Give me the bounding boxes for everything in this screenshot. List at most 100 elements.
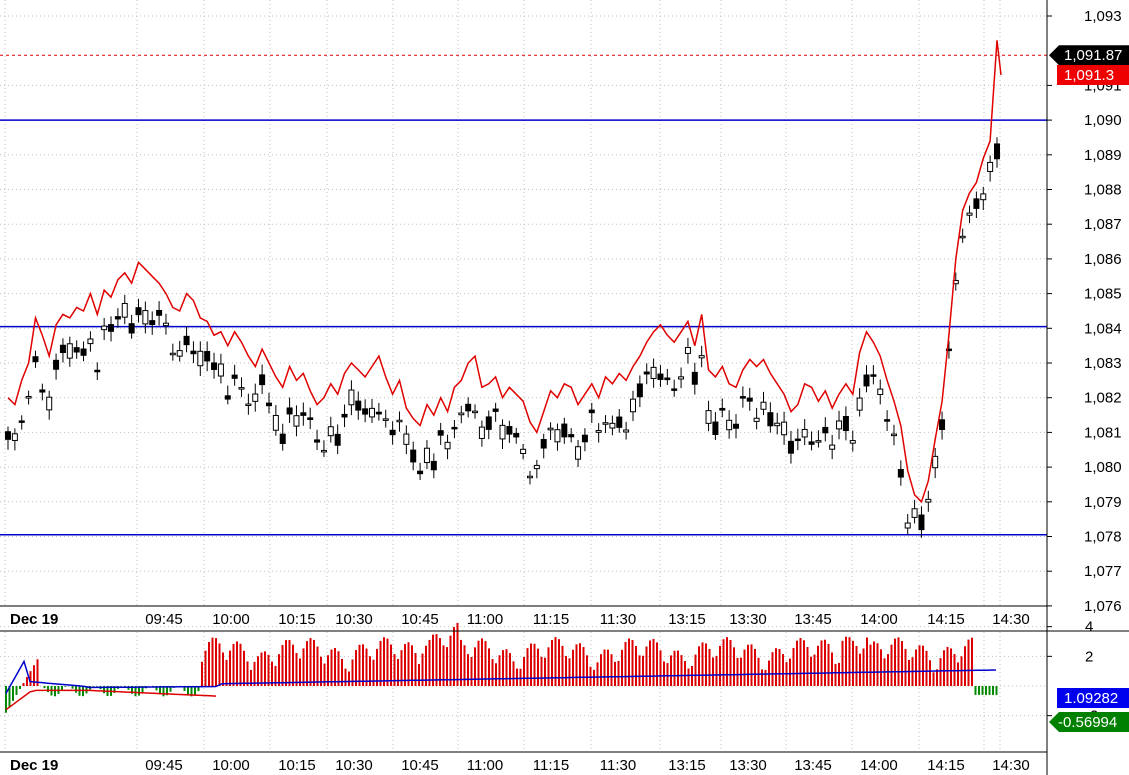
price-tags: 1,091.87 1,091.3 1.09282 -0.56994 (1049, 45, 1129, 732)
candle-up (87, 338, 94, 345)
candle-down (492, 408, 499, 412)
candle-down (334, 433, 341, 446)
indicator-time-axis[interactable]: Dec 19 09:45 10:00 10:15 10:30 10:45 11:00 11:1… (10, 757, 1030, 774)
x-tick-label: 10:45 (401, 757, 439, 774)
candle-down (994, 143, 1000, 160)
histogram-series (5, 622, 998, 713)
indicator-axis[interactable]: 42-2 (1047, 619, 1098, 725)
x-tick-label: Dec 19 (10, 611, 58, 628)
y-tick-label: 1,082 (1084, 390, 1122, 407)
x-tick-label: 14:30 (992, 611, 1030, 628)
x-tick-label: 11:00 (467, 757, 503, 774)
candle-down (842, 415, 849, 432)
x-tick-label: 11:30 (600, 757, 636, 774)
x-tick-label: 13:15 (668, 757, 706, 774)
candle-down (568, 434, 575, 438)
candle-up (403, 433, 410, 445)
candle-up (444, 441, 451, 450)
candle-down (739, 396, 746, 399)
candle-down (430, 460, 437, 471)
candle-up (829, 444, 836, 450)
time-axis[interactable]: Dec 19 09:45 10:00 10:15 10:30 10:45 11:00 11:1… (10, 611, 1030, 628)
red-line-tag (1057, 64, 1129, 85)
candle-up (327, 426, 334, 437)
candle-down (691, 371, 698, 385)
candle-down (945, 348, 952, 352)
candle-down (307, 417, 314, 420)
support-resistance-lines (0, 54, 1047, 536)
candle-down (375, 411, 382, 415)
candle-down (863, 374, 870, 387)
candle-down (94, 369, 101, 373)
price-axis[interactable]: 1,0931,0911,0901,0891,0881,0871,0861,085… (1047, 8, 1122, 615)
candle-down (465, 403, 472, 412)
candle-up (554, 429, 561, 443)
candle-down (884, 419, 891, 422)
candle-down (540, 438, 547, 449)
candle-down (265, 402, 272, 407)
y-tick-label: 1,085 (1084, 286, 1122, 303)
x-tick-label: 10:30 (335, 611, 373, 628)
candle-down (183, 335, 190, 346)
y-tick-label: 1,079 (1084, 494, 1122, 511)
candle-up (162, 322, 169, 327)
main-grid (0, 0, 1047, 607)
candle-up (911, 508, 918, 518)
candle-down (108, 324, 115, 332)
candle-down (389, 429, 396, 436)
candle-down (128, 323, 135, 334)
candle-down (156, 309, 163, 316)
candle-down (712, 421, 719, 436)
candle-down (80, 348, 87, 356)
candle-down (224, 395, 231, 400)
candle-up (753, 417, 760, 422)
candle-down (918, 514, 925, 531)
candle-up (293, 415, 300, 427)
candle-down (39, 389, 46, 393)
x-tick-label: 13:30 (729, 757, 767, 774)
candle-down (211, 362, 218, 370)
candle-up (966, 212, 973, 216)
y-tick-label: 1,080 (1084, 459, 1122, 476)
candle-down (53, 359, 60, 370)
candle-up (423, 447, 430, 464)
candle-up (396, 419, 403, 423)
candle-up (726, 419, 733, 431)
green-value-tag-text: -0.56994 (1058, 714, 1117, 731)
blue-value-tag (1057, 688, 1129, 708)
candle-down (231, 374, 238, 379)
red-line-series (7, 40, 1002, 504)
candle-down (581, 434, 588, 443)
green-value-tag (1049, 712, 1129, 732)
candle-up (925, 498, 932, 503)
candle-up (609, 422, 616, 429)
candle-down (18, 420, 25, 423)
candle-down (719, 407, 726, 411)
y-tick-label: 1,076 (1084, 598, 1122, 615)
candle-up (815, 440, 822, 443)
x-tick-label: 13:45 (794, 757, 832, 774)
candle-up (320, 449, 327, 453)
candle-up (458, 412, 465, 416)
candle-up (46, 396, 53, 411)
x-tick-label: 11:15 (533, 611, 569, 628)
candle-up (877, 388, 884, 396)
x-tick-label: 10:15 (278, 757, 316, 774)
candle-up (121, 302, 128, 318)
candle-up (932, 455, 939, 469)
candle-down (733, 423, 740, 429)
candle-up (980, 193, 987, 201)
x-tick-label: 11:30 (600, 611, 636, 628)
candle-up (836, 420, 843, 430)
y-tick-label: 1,078 (1084, 529, 1122, 546)
candle-down (279, 433, 286, 444)
candle-down (561, 423, 568, 438)
candle-up (348, 389, 355, 406)
candle-up (66, 343, 73, 359)
candle-up (801, 428, 808, 438)
candle-up (25, 396, 32, 399)
candle-up (533, 464, 540, 470)
candle-up (684, 347, 691, 354)
candle-up (520, 448, 527, 454)
candle-down (746, 397, 753, 402)
